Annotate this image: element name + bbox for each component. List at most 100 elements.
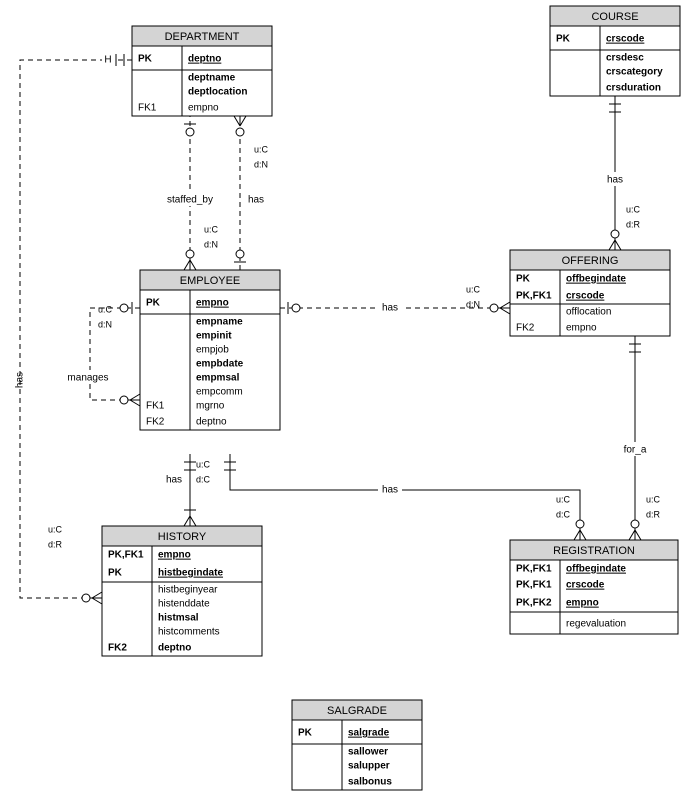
svg-text:offbegindate: offbegindate [566, 274, 626, 285]
svg-text:regevaluation: regevaluation [566, 619, 626, 630]
edge-offering-for-a-registration: for_a u:C d:R [617, 336, 661, 540]
svg-text:HISTORY: HISTORY [158, 531, 207, 543]
er-diagram: staffed_byu:Cd:Nhasu:Cd:NHmanagesu:Cd:Nh… [0, 0, 690, 803]
svg-text:histenddate: histenddate [158, 599, 210, 610]
svg-text:d:R: d:R [48, 539, 63, 549]
entity-course: COURSE PK crscode crsdesc crscategory crsdura… [550, 6, 680, 96]
svg-text:FK2: FK2 [146, 417, 165, 428]
svg-text:FK1: FK1 [146, 401, 165, 412]
svg-text:PK: PK [138, 54, 153, 65]
svg-text:empjob: empjob [196, 345, 229, 356]
svg-text:empno: empno [566, 598, 599, 609]
svg-text:d:N: d:N [466, 299, 480, 309]
svg-text:histbeginyear: histbeginyear [158, 585, 218, 596]
svg-text:u:C: u:C [626, 204, 641, 214]
edge-dept-has-emp: has u:C d:N [234, 116, 269, 270]
svg-text:deptno: deptno [188, 54, 221, 65]
svg-text:deptlocation: deptlocation [188, 87, 247, 98]
svg-text:PK,FK1: PK,FK1 [516, 564, 552, 575]
svg-text:offlocation: offlocation [566, 307, 611, 318]
svg-text:histcomments: histcomments [158, 627, 220, 638]
svg-text:u:C: u:C [48, 524, 63, 534]
svg-text:PK,FK1: PK,FK1 [516, 291, 552, 302]
svg-text:FK2: FK2 [108, 643, 127, 654]
svg-text:for_a: for_a [624, 445, 647, 456]
edge-emp-has-history: has u:C d:C [162, 454, 211, 526]
svg-text:empinit: empinit [196, 331, 232, 342]
edge-emp-has-registration: has u:C d:C [224, 454, 586, 540]
svg-text:has: has [607, 175, 623, 186]
svg-text:empbdate: empbdate [196, 359, 244, 370]
edge-emp-manages-emp: manages u:C d:N [64, 302, 140, 406]
svg-text:d:R: d:R [626, 219, 641, 229]
edge-course-has-offering: has u:C d:R [603, 96, 641, 250]
svg-text:DEPARTMENT: DEPARTMENT [165, 31, 240, 43]
svg-text:deptno: deptno [196, 417, 227, 428]
svg-text:COURSE: COURSE [591, 11, 638, 23]
svg-text:sallower: sallower [348, 747, 388, 758]
entity-employee: EMPLOYEEPKempnoempnameempinitempjobempbd… [140, 270, 280, 430]
svg-text:u:C: u:C [254, 144, 269, 154]
svg-text:u:C: u:C [204, 224, 219, 234]
svg-text:salupper: salupper [348, 761, 390, 772]
svg-text:empno: empno [196, 298, 229, 309]
svg-text:PK: PK [108, 568, 123, 579]
edge-dept-H-history: H [20, 52, 132, 604]
svg-text:histbegindate: histbegindate [158, 568, 223, 579]
svg-text:has: has [382, 485, 398, 496]
svg-text:crscode: crscode [566, 291, 605, 302]
svg-text:REGISTRATION: REGISTRATION [553, 545, 635, 557]
svg-text:OFFERING: OFFERING [562, 255, 619, 267]
svg-text:crscode: crscode [606, 34, 645, 45]
svg-text:empno: empno [566, 323, 597, 334]
svg-text:staffed_by: staffed_by [167, 195, 213, 206]
svg-text:u:C: u:C [98, 304, 113, 314]
svg-text:salbonus: salbonus [348, 777, 392, 788]
svg-text:d:R: d:R [646, 509, 661, 519]
edge-dept-staffed-by-emp: staffed_by u:C d:N [157, 116, 223, 270]
svg-text:empname: empname [196, 317, 243, 328]
svg-text:d:C: d:C [196, 474, 211, 484]
svg-text:d:N: d:N [204, 239, 218, 249]
svg-text:PK: PK [298, 728, 313, 739]
svg-text:empno: empno [188, 103, 219, 114]
entity-offering: OFFERING PK offbegindate PK,FK1 crscode offlo… [510, 250, 670, 336]
svg-text:deptname: deptname [188, 73, 236, 84]
svg-text:deptno: deptno [158, 643, 191, 654]
svg-text:u:C: u:C [196, 459, 211, 469]
svg-text:salgrade: salgrade [348, 728, 390, 739]
svg-text:u:C: u:C [556, 494, 571, 504]
svg-text:u:C: u:C [466, 284, 481, 294]
svg-text:has: has [248, 195, 264, 206]
svg-text:u:C: u:C [646, 494, 661, 504]
svg-text:empcomm: empcomm [196, 387, 243, 398]
svg-text:empmsal: empmsal [196, 373, 240, 384]
svg-text:has: has [15, 372, 26, 388]
entity-history: HISTORY PK,FK1 empno PK histbegindate histbeg… [102, 526, 262, 656]
svg-text:manages: manages [67, 373, 108, 384]
svg-text:has: has [166, 475, 182, 486]
svg-text:crscode: crscode [566, 580, 605, 591]
svg-text:mgrno: mgrno [196, 401, 225, 412]
svg-text:SALGRADE: SALGRADE [327, 705, 387, 717]
svg-text:H: H [104, 55, 111, 66]
entity-department: DEPARTMENT PK deptno deptname deptlocation FK… [132, 26, 272, 116]
svg-text:d:C: d:C [556, 509, 571, 519]
entity-registration: REGISTRATIONPK,FK1offbegindatePK,FK1crsc… [510, 540, 678, 634]
svg-text:PK,FK2: PK,FK2 [516, 598, 552, 609]
svg-text:crsduration: crsduration [606, 83, 661, 94]
svg-text:empno: empno [158, 550, 191, 561]
svg-text:FK1: FK1 [138, 103, 157, 114]
edge-history-has-dept-back: u:C d:R [48, 524, 63, 549]
svg-text:PK: PK [146, 298, 161, 309]
svg-text:crscategory: crscategory [606, 67, 663, 78]
svg-text:has: has [382, 303, 398, 314]
svg-text:d:N: d:N [254, 159, 268, 169]
edge-emp-has-offering: has u:C d:N [280, 284, 510, 314]
svg-text:histmsal: histmsal [158, 613, 199, 624]
svg-text:crsdesc: crsdesc [606, 53, 644, 64]
svg-text:PK: PK [556, 34, 571, 45]
svg-text:PK: PK [516, 274, 531, 285]
svg-text:PK,FK1: PK,FK1 [108, 550, 144, 561]
svg-text:d:N: d:N [98, 319, 112, 329]
